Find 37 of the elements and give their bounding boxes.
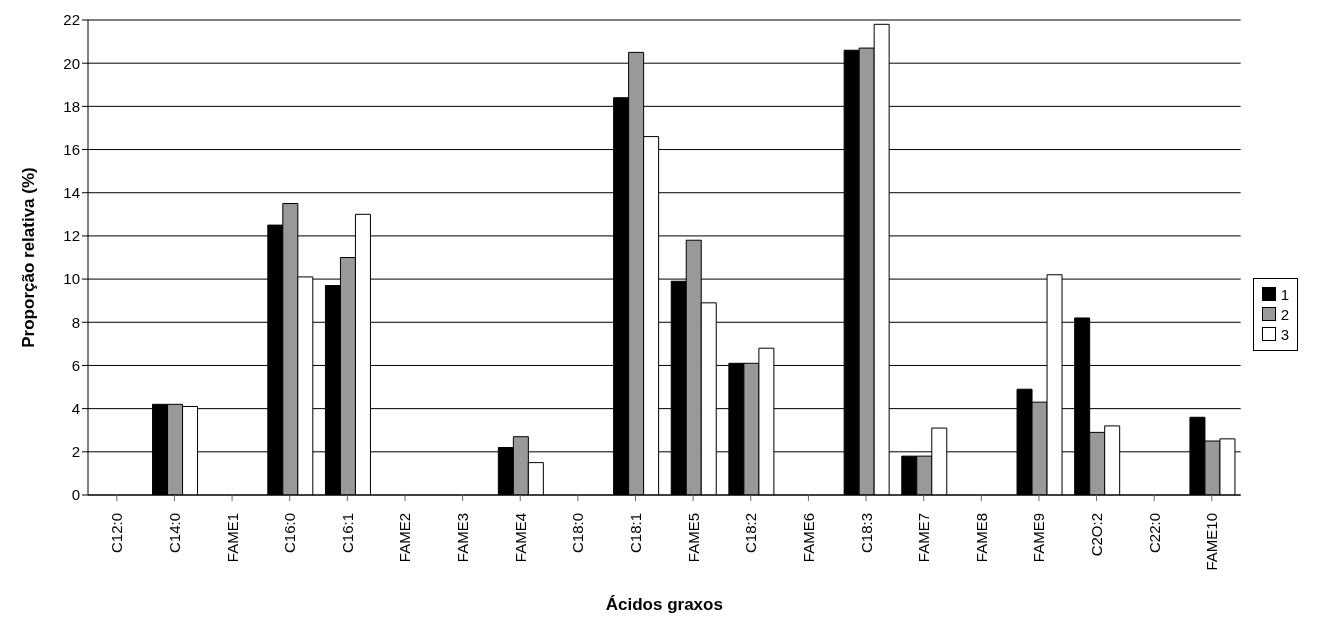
y-tick-label: 18 bbox=[63, 97, 80, 115]
y-tick-label: 6 bbox=[71, 356, 80, 374]
y-tick-label: 14 bbox=[63, 184, 80, 202]
x-tick-label: FAME1 bbox=[223, 513, 241, 563]
y-tick-label: 10 bbox=[63, 270, 80, 288]
x-tick-label: FAME3 bbox=[454, 513, 472, 563]
x-tick-label: C18:2 bbox=[742, 513, 760, 554]
x-tick-label: C18:3 bbox=[857, 513, 875, 554]
x-tick-label: C22:0 bbox=[1145, 513, 1163, 554]
y-tick-label: 22 bbox=[63, 11, 80, 29]
x-tick-label: C18:1 bbox=[627, 513, 645, 554]
x-tick-label: FAME10 bbox=[1203, 513, 1221, 571]
x-tick-label: FAME8 bbox=[972, 513, 990, 563]
y-tick-label: 0 bbox=[71, 486, 80, 504]
y-tick-label: 12 bbox=[63, 227, 80, 245]
y-tick-label: 8 bbox=[71, 313, 80, 331]
x-tick-label: FAME5 bbox=[684, 513, 702, 563]
legend-label: 3 bbox=[1280, 325, 1289, 343]
x-tick-label: FAME2 bbox=[396, 513, 414, 563]
y-axis-title: Proporção relativa (%) bbox=[19, 167, 39, 348]
x-tick-label: C16:0 bbox=[281, 513, 299, 554]
x-tick-label: C14:0 bbox=[165, 513, 183, 554]
y-tick-label: 16 bbox=[63, 140, 80, 158]
x-tick-label: FAME9 bbox=[1030, 513, 1048, 563]
y-tick-label: 2 bbox=[71, 443, 80, 461]
x-tick-label: C16:1 bbox=[338, 513, 356, 554]
x-axis-title: Ácidos graxos bbox=[605, 595, 723, 614]
legend-label: 2 bbox=[1280, 305, 1289, 323]
x-tick-label: C12:0 bbox=[108, 513, 126, 554]
x-tick-label: C18:0 bbox=[569, 513, 587, 554]
x-tick-label: C2O:2 bbox=[1088, 513, 1106, 557]
x-tick-label: FAME7 bbox=[915, 513, 933, 563]
y-tick-label: 4 bbox=[71, 399, 80, 417]
legend-label: 1 bbox=[1280, 285, 1289, 303]
x-tick-label: FAME6 bbox=[799, 513, 817, 563]
x-tick-label: FAME4 bbox=[511, 513, 529, 563]
y-tick-label: 20 bbox=[63, 54, 80, 72]
